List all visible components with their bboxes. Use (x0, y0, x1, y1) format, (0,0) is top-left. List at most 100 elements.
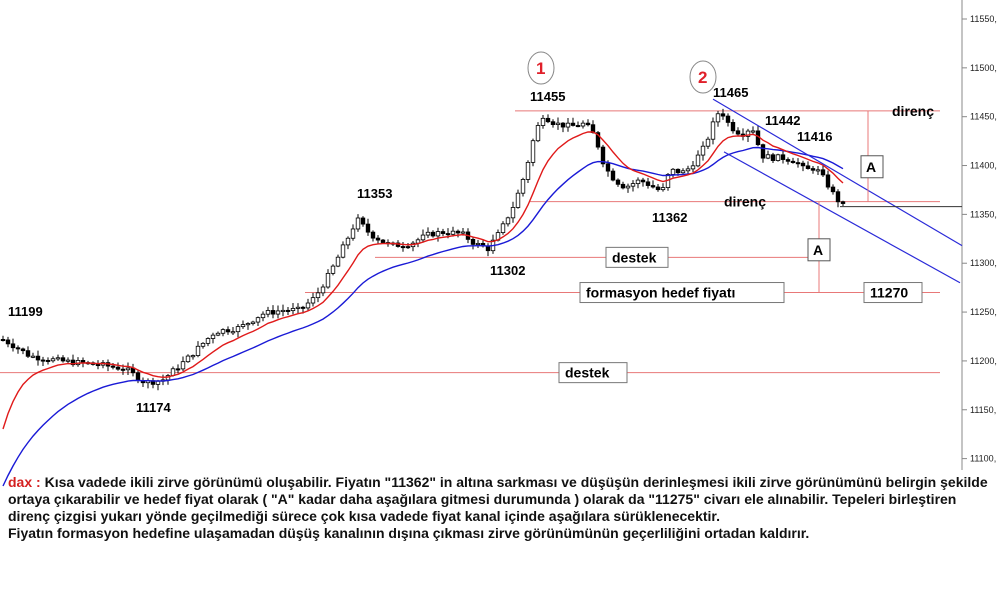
candle-body (615, 179, 621, 185)
candle-body (65, 359, 71, 362)
candle-body (295, 306, 301, 309)
candle-body (700, 145, 706, 156)
candle-body (35, 355, 41, 361)
candle-body (445, 233, 451, 236)
candle-body (240, 324, 246, 328)
candlesticks (0, 108, 846, 391)
candle-body (235, 326, 241, 333)
y-tick-label: 11250, (970, 307, 997, 317)
peak-circle (689, 60, 717, 94)
candle-body (265, 310, 271, 315)
candle-body (455, 230, 461, 234)
candle-body (645, 181, 651, 186)
candle-body (610, 170, 616, 181)
resistance-label-top: direnç (892, 103, 934, 119)
price-label: 11199 (8, 304, 43, 319)
candle-body (630, 183, 636, 187)
candle-body (595, 132, 601, 148)
candle-body (365, 223, 371, 233)
candle-body (325, 272, 331, 288)
candle-body (20, 348, 26, 352)
channel-upper-line (712, 98, 963, 247)
commentary-text: Kısa vadede ikili zirve görünümü oluşabi… (8, 474, 988, 524)
candle-body (530, 140, 536, 163)
candle-body (260, 313, 266, 319)
candle-body (585, 122, 591, 126)
candle-body (515, 192, 521, 208)
candle-body (605, 163, 611, 172)
price-labels: 11199 11174 11353 11302 11455 11362 11465 11442… (8, 85, 832, 415)
candle-body (760, 144, 766, 159)
candle-body (715, 113, 721, 123)
support-label-lower-box (558, 362, 628, 384)
measure-label-upper: A (866, 159, 876, 175)
candle-body (475, 242, 481, 245)
candle-body (675, 168, 681, 174)
candle-body (335, 256, 341, 267)
price-label: 11442 (765, 113, 800, 128)
candle-body (545, 117, 551, 123)
support-label-lower: destek (565, 365, 610, 381)
candle-body (430, 231, 436, 237)
support-label-upper: destek (612, 249, 657, 265)
candle-body (550, 121, 556, 125)
y-tick-label: 11400, (970, 161, 997, 171)
measure-box-lower (807, 238, 831, 262)
candle-body (210, 334, 216, 339)
candle-body (460, 231, 466, 234)
target-value-label: 11270 (870, 285, 908, 301)
y-tick-label: 11550, (970, 14, 997, 24)
candle-body (305, 302, 311, 309)
candle-body (810, 168, 816, 171)
candle-body (800, 162, 806, 167)
candle-body (440, 231, 446, 234)
candle-body (280, 309, 286, 312)
candle-body (575, 125, 581, 128)
support-label-upper-box (605, 246, 669, 268)
peak-circle (527, 51, 555, 85)
candle-body (220, 329, 226, 334)
candle-body (270, 310, 276, 315)
ema-long-line (2, 146, 844, 487)
candle-body (795, 162, 801, 165)
price-label: 11455 (530, 89, 565, 104)
target-label-box (579, 282, 785, 304)
candle-body (185, 355, 191, 363)
candle-body (315, 292, 321, 299)
candle-body (730, 122, 736, 132)
y-tick-label: 11450, (970, 112, 997, 122)
peak-number: 2 (698, 68, 707, 87)
candle-body (725, 115, 731, 123)
y-tick-label: 11300, (970, 258, 997, 268)
candle-body (580, 122, 586, 127)
y-tick-label: 11200, (970, 356, 997, 366)
price-label: 11465 (713, 85, 748, 100)
measure-label-lower: A (813, 242, 823, 258)
candle-body (5, 339, 11, 345)
candle-body (30, 355, 36, 358)
commentary: dax : Kısa vadede ikili zirve görünümü o… (8, 474, 988, 542)
candle-body (835, 191, 841, 203)
candle-body (380, 239, 386, 243)
candle-body (355, 217, 361, 230)
candle-body (290, 308, 296, 312)
ema-short-line (2, 131, 844, 430)
candle-body (525, 161, 531, 180)
candle-body (225, 329, 231, 333)
candle-body (40, 359, 46, 362)
candle-body (450, 230, 456, 235)
candle-body (780, 154, 786, 160)
candle-body (350, 228, 356, 239)
candle-body (635, 179, 641, 185)
candle-body (340, 244, 346, 258)
commentary-lead: dax : (8, 474, 41, 490)
candle-body (360, 217, 366, 225)
candle-body (110, 365, 116, 368)
candle-body (710, 121, 716, 140)
candle-body (705, 138, 711, 147)
candle-body (685, 168, 691, 172)
price-label: 11362 (652, 210, 687, 225)
candle-body (815, 169, 821, 172)
target-label: formasyon hedef fiyatı (586, 285, 735, 301)
measure-annotations: AA (807, 110, 884, 293)
